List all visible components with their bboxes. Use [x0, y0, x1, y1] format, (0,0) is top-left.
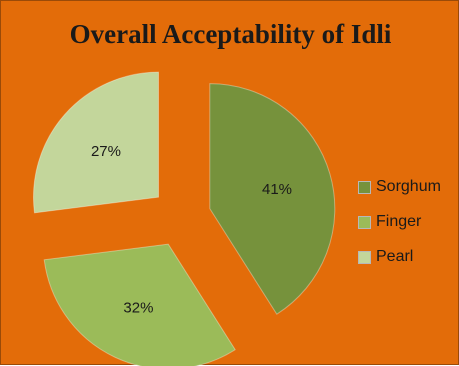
legend-swatch-pearl	[358, 250, 371, 264]
data-label-sorghum: 41%	[262, 181, 292, 198]
legend-swatch-finger	[358, 215, 371, 229]
legend: Sorghum Finger Pearl	[358, 177, 441, 282]
legend-swatch-sorghum	[358, 180, 371, 194]
legend-item-sorghum: Sorghum	[358, 177, 441, 197]
pie-slice-sorghum	[209, 83, 336, 315]
legend-item-finger: Finger	[358, 212, 441, 232]
legend-label-pearl: Pearl	[376, 248, 414, 265]
legend-label-sorghum: Sorghum	[376, 178, 441, 195]
pie-slice-pearl	[33, 71, 159, 214]
pie-slice-finger	[43, 243, 236, 366]
data-label-finger: 32%	[123, 299, 153, 316]
legend-item-pearl: Pearl	[358, 247, 441, 267]
chart-title: Overall Acceptability of Idli	[69, 19, 392, 49]
legend-label-finger: Finger	[376, 213, 422, 230]
data-label-pearl: 27%	[91, 143, 121, 160]
